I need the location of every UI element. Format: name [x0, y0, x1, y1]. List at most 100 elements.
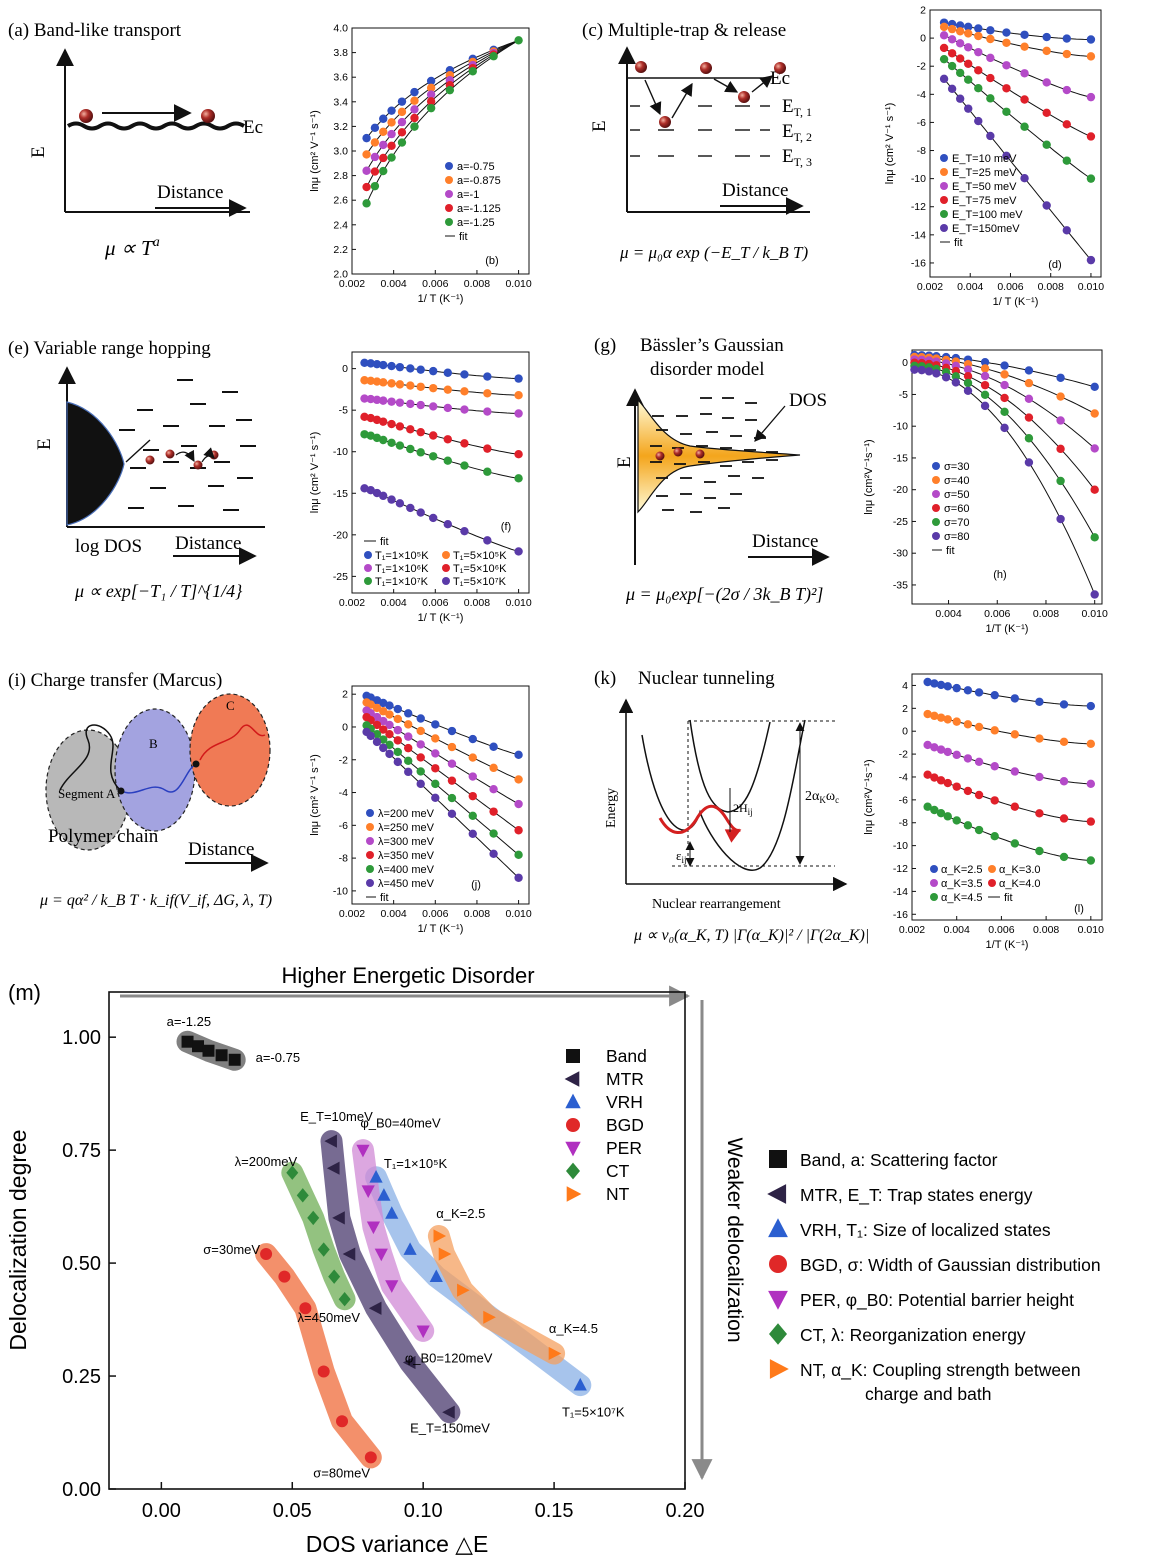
- legend-marker: [566, 1162, 580, 1180]
- data-point: [514, 547, 523, 556]
- formula-k: μ ∝ v₀(α_K, T) |Γ(α_K)|² / |Γ(2α_K)|: [633, 927, 869, 944]
- data-point: [1002, 38, 1011, 47]
- panel-g-caption: (g): [594, 335, 616, 356]
- data-point: [379, 725, 388, 734]
- legend-marker: [988, 865, 996, 873]
- legend-label: σ=50: [944, 489, 969, 501]
- data-point: [443, 456, 452, 465]
- data-point: [324, 1134, 337, 1148]
- fit-line: [366, 39, 519, 171]
- y-tick-label: 4.0: [333, 23, 348, 35]
- y-tick-label: 0.00: [62, 1479, 101, 1501]
- trapped-carrier-icon: [659, 116, 671, 128]
- data-point: [431, 793, 440, 803]
- y-tick-label: -10: [893, 421, 908, 433]
- data-point: [460, 439, 469, 448]
- data-point: [215, 1049, 228, 1062]
- x-tick-label: 0.008: [464, 278, 490, 290]
- y-tick-label: -12: [893, 863, 908, 875]
- data-point: [1056, 444, 1065, 454]
- legend-fit-label: fit: [1004, 892, 1013, 904]
- data-point: [370, 181, 380, 191]
- data-point: [941, 373, 951, 382]
- data-point: [1000, 407, 1009, 417]
- data-point: [1042, 78, 1051, 87]
- y-tick-label: -10: [333, 885, 348, 897]
- data-point: [514, 374, 523, 383]
- legend-label: σ=40: [944, 475, 969, 487]
- data-point: [370, 138, 380, 147]
- legend-label: E_T=50 meV: [952, 181, 1017, 193]
- distance-label: Distance: [157, 182, 223, 203]
- y-tick-label: 2.0: [333, 269, 348, 281]
- data-point: [379, 743, 388, 753]
- annotation: a=-1.25: [167, 1014, 211, 1029]
- data-point: [1002, 28, 1011, 37]
- legend-label: λ=250 meV: [378, 822, 435, 834]
- dos-pointer: [754, 405, 786, 442]
- data-point: [404, 732, 413, 741]
- dos-label: DOS: [789, 390, 827, 411]
- data-point: [930, 743, 939, 752]
- y-tick-label: -25: [333, 571, 348, 583]
- data-point: [1000, 380, 1009, 390]
- annotation: E_T=10meV: [300, 1109, 373, 1124]
- data-point: [372, 737, 382, 747]
- data-point: [1035, 846, 1044, 856]
- data-point: [385, 710, 394, 719]
- charge-carrier-icon: [209, 450, 219, 460]
- data-point: [379, 166, 388, 176]
- chain-c: [199, 724, 266, 761]
- data-point: [947, 49, 957, 58]
- legend-marker: [932, 490, 940, 498]
- panel-c-caption: (c) Multiple-trap & release: [582, 20, 786, 41]
- data-point: [338, 1292, 351, 1307]
- data-point: [1086, 35, 1096, 44]
- et1-label: ET, 1: [782, 96, 812, 119]
- data-point: [1002, 151, 1011, 161]
- data-point: [964, 22, 973, 32]
- data-point: [393, 714, 403, 724]
- data-point: [974, 66, 983, 75]
- panel-k-schematic: (k) Nuclear tunneling Energy Nuclear rea…: [594, 668, 869, 944]
- y-tick-label: -35: [893, 579, 908, 591]
- y-tick-label: -16: [911, 257, 926, 269]
- legend-label: NT: [606, 1184, 630, 1204]
- y-tick-label: -2: [899, 749, 908, 761]
- hop-arrow: [175, 449, 195, 462]
- y-tick-label: -4: [917, 89, 926, 101]
- legend-label: α_K=2.5: [941, 864, 983, 876]
- data-point: [939, 54, 949, 64]
- polymer-chain-label: Polymer chain: [48, 826, 159, 847]
- data-point: [460, 405, 469, 414]
- charge-carrier-icon: [165, 449, 175, 459]
- data-point: [943, 747, 952, 757]
- data-point: [955, 54, 965, 63]
- legend: a=-0.75 a=-0.875 a=-1 a=-1.125 a=-1.25 fit: [445, 161, 501, 243]
- chart-panel-b: 0.002 0.004 0.006 0.008 0.010 2.0 2.2 2.4 2.6 2.8…: [309, 23, 532, 306]
- x-axis-label: 1/ T (K⁻¹): [418, 923, 464, 935]
- data-point: [951, 372, 961, 381]
- data-point: [930, 773, 939, 782]
- legend-marker: [442, 577, 450, 585]
- data-point: [951, 378, 961, 387]
- y-tick-label: 2.4: [333, 219, 348, 231]
- annotation: E_T=150meV: [410, 1421, 490, 1436]
- data-point: [379, 378, 388, 387]
- data-point: [368, 1301, 382, 1315]
- data-point: [1090, 590, 1099, 599]
- panel-c-schematic: (c) Multiple-trap & release E Ec ET, 1 E…: [582, 20, 812, 262]
- data-point: [429, 452, 438, 461]
- data-point: [1035, 734, 1044, 743]
- data-point: [932, 369, 941, 378]
- data-point: [181, 1035, 194, 1048]
- legend-label: MTR: [606, 1069, 644, 1089]
- data-point: [404, 767, 413, 777]
- data-point: [387, 419, 396, 429]
- data-point: [416, 714, 425, 723]
- data-point: [397, 107, 407, 117]
- legend-marker: [940, 224, 948, 232]
- hopping-sites: [119, 379, 256, 511]
- legend-label: a=-0.875: [457, 175, 501, 187]
- data-point: [406, 444, 415, 454]
